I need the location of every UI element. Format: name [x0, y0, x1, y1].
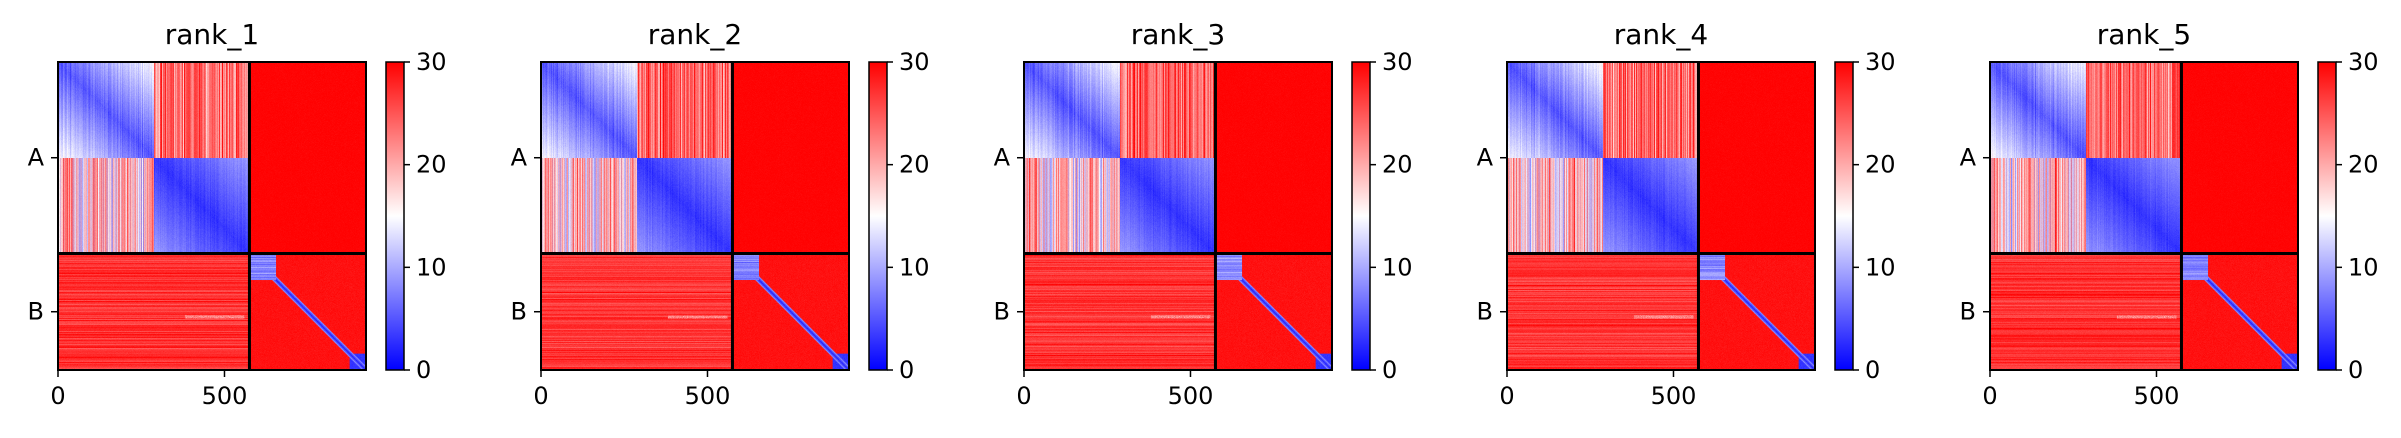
colorbar-tick-label: 30: [1382, 48, 1413, 76]
colorbar: [1351, 61, 1371, 371]
y-tick-label: B: [28, 298, 44, 326]
colorbar-tick-label: 30: [2348, 48, 2379, 76]
panel-1: rank_1 0 500 A B 0 10 20 30: [28, 18, 447, 410]
colorbar-tick-label: 10: [2348, 253, 2379, 281]
heatmap-image: [541, 62, 849, 370]
y-tick-label: B: [511, 298, 527, 326]
colorbar-tick-label: 20: [899, 151, 930, 179]
chart-title: rank_2: [648, 18, 742, 51]
colorbar-tick-label: 20: [1865, 151, 1896, 179]
heatmap-image: [1990, 62, 2298, 370]
colorbar-tick-label: 10: [1865, 253, 1896, 281]
plot-frame: [1023, 61, 1333, 371]
colorbar-tick-label: 20: [2348, 151, 2379, 179]
x-tick-label: 0: [1016, 382, 1031, 410]
plot-frame: [1989, 61, 2299, 371]
panel-3: rank_3 0 500 A B 0 10 20 30: [994, 18, 1413, 410]
chart-title: rank_5: [2097, 18, 2191, 51]
x-tick-label: 500: [1651, 382, 1697, 410]
colorbar-tick-label: 10: [416, 253, 447, 281]
x-tick-label: 500: [2134, 382, 2180, 410]
plot-frame: [540, 61, 850, 371]
x-tick-label: 0: [1982, 382, 1997, 410]
colorbar-tick-label: 30: [1865, 48, 1896, 76]
colorbar-tick-label: 0: [416, 356, 431, 384]
panel-5: rank_5 0 500 A B 0 10 20 30: [1960, 18, 2379, 410]
panel-4: rank_4 0 500 A B 0 10 20 30: [1477, 18, 1896, 410]
x-tick-label: 0: [533, 382, 548, 410]
chart-title: rank_1: [165, 18, 259, 51]
colorbar: [1834, 61, 1854, 371]
y-tick-label: A: [511, 144, 528, 172]
heatmap-image: [1024, 62, 1332, 370]
x-tick-label: 500: [202, 382, 248, 410]
x-tick-label: 0: [1499, 382, 1514, 410]
colorbar-tick-label: 30: [899, 48, 930, 76]
x-tick-label: 0: [50, 382, 65, 410]
colorbar-tick-label: 0: [2348, 356, 2363, 384]
colorbar-tick-label: 0: [899, 356, 914, 384]
colorbar-tick-label: 30: [416, 48, 447, 76]
panel-2: rank_2 0 500 A B 0 10 20 30: [511, 18, 930, 410]
y-tick-label: B: [1477, 298, 1493, 326]
y-tick-label: A: [1960, 144, 1977, 172]
chart-title: rank_3: [1131, 18, 1225, 51]
plot-frame: [57, 61, 367, 371]
colorbar-tick-label: 10: [899, 253, 930, 281]
colorbar-tick-label: 20: [1382, 151, 1413, 179]
colorbar: [385, 61, 405, 371]
y-tick-label: A: [1477, 144, 1494, 172]
colorbar: [868, 61, 888, 371]
x-tick-label: 500: [685, 382, 731, 410]
chart-title: rank_4: [1614, 18, 1708, 51]
colorbar-tick-label: 10: [1382, 253, 1413, 281]
y-tick-label: A: [994, 144, 1011, 172]
heatmap-image: [1507, 62, 1815, 370]
colorbar-tick-label: 0: [1865, 356, 1880, 384]
colorbar-tick-label: 20: [416, 151, 447, 179]
x-tick-label: 500: [1168, 382, 1214, 410]
colorbar: [2317, 61, 2337, 371]
plot-frame: [1506, 61, 1816, 371]
y-tick-label: A: [28, 144, 45, 172]
colorbar-tick-label: 0: [1382, 356, 1397, 384]
y-tick-label: B: [1960, 298, 1976, 326]
y-tick-label: B: [994, 298, 1010, 326]
heatmap-image: [58, 62, 366, 370]
